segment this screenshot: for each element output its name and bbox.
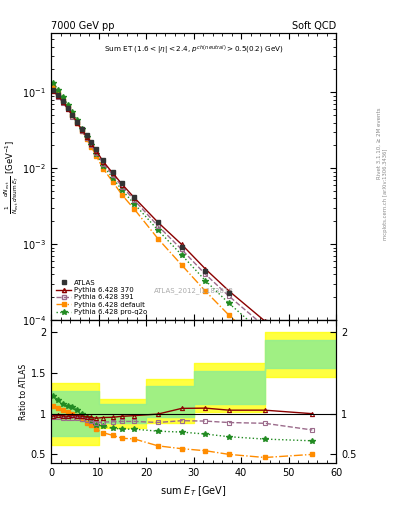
Text: Soft QCD: Soft QCD bbox=[292, 21, 336, 31]
Text: 7000 GeV pp: 7000 GeV pp bbox=[51, 21, 115, 31]
Text: mcplots.cern.ch [arXiv:1306.3436]: mcplots.cern.ch [arXiv:1306.3436] bbox=[384, 149, 388, 240]
Text: ATLAS_2012_I1183818: ATLAS_2012_I1183818 bbox=[154, 287, 233, 294]
Y-axis label: Ratio to ATLAS: Ratio to ATLAS bbox=[19, 364, 28, 420]
X-axis label: sum $E_T$ [GeV]: sum $E_T$ [GeV] bbox=[160, 484, 227, 498]
Y-axis label: $\frac{1}{N_\mathrm{evt}}\frac{dN_\mathrm{evt}}{d\,\mathrm{sum}\,E_T}$ [GeV$^{-1: $\frac{1}{N_\mathrm{evt}}\frac{dN_\mathr… bbox=[2, 139, 21, 214]
Legend: ATLAS, Pythia 6.428 370, Pythia 6.428 391, Pythia 6.428 default, Pythia 6.428 pr: ATLAS, Pythia 6.428 370, Pythia 6.428 39… bbox=[55, 278, 149, 316]
Text: Sum ET ($1.6 < |\eta| < 2.4,\,p^{ch(neutral)} > 0.5(0.2)$ GeV): Sum ET ($1.6 < |\eta| < 2.4,\,p^{ch(neut… bbox=[104, 44, 283, 56]
Text: Rivet 3.1.10, ≥ 2M events: Rivet 3.1.10, ≥ 2M events bbox=[377, 108, 382, 179]
